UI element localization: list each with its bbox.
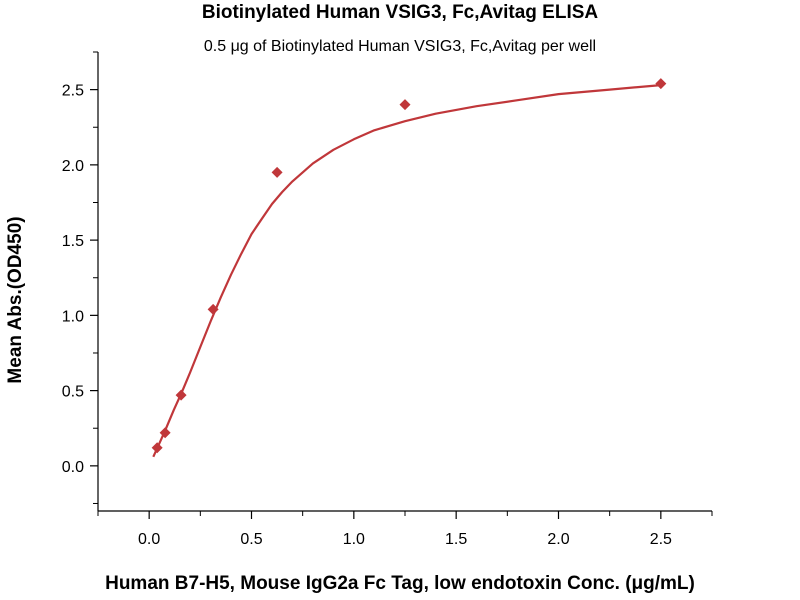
- fit-curve: [152, 84, 661, 458]
- data-point: [399, 99, 411, 111]
- data-point: [655, 78, 667, 90]
- chart-title: Biotinylated Human VSIG3, Fc,Avitag ELIS…: [201, 2, 599, 23]
- fit-curve-layer: [152, 84, 661, 458]
- chart-subtitle: 0.5 μg of Biotinylated Human VSIG3, Fc,A…: [203, 38, 597, 55]
- y-tick-label: 2.5: [62, 83, 84, 100]
- x-tick-label: 1.5: [445, 531, 467, 548]
- y-tick-label: 0.5: [62, 384, 84, 401]
- axes: 0.0 0.5 1.0 1.5 2.0 2.5 0.0 0.5 1.0 1.5 2.0 2.5: [62, 51, 713, 548]
- x-tick-label: 0.5: [240, 531, 262, 548]
- data-points-layer: [151, 78, 667, 454]
- x-tick-label: 1.0: [343, 531, 365, 548]
- y-tick-label: 1.0: [62, 308, 84, 325]
- x-tick-label: 2.5: [650, 531, 672, 548]
- data-point: [271, 166, 283, 178]
- data-point: [175, 389, 187, 401]
- y-tick-label: 2.0: [62, 158, 84, 175]
- data-point: [207, 303, 219, 315]
- data-point: [159, 427, 171, 439]
- x-axis-title: Human B7-H5, Mouse IgG2a Fc Tag, low end…: [105, 573, 695, 594]
- y-tick-label: 1.5: [62, 233, 84, 250]
- y-axis-title: Mean Abs.(OD450): [5, 216, 26, 383]
- data-point: [151, 442, 163, 454]
- y-tick-label: 0.0: [62, 459, 84, 476]
- x-tick-label: 2.0: [547, 531, 569, 548]
- x-tick-label: 0.0: [138, 531, 160, 548]
